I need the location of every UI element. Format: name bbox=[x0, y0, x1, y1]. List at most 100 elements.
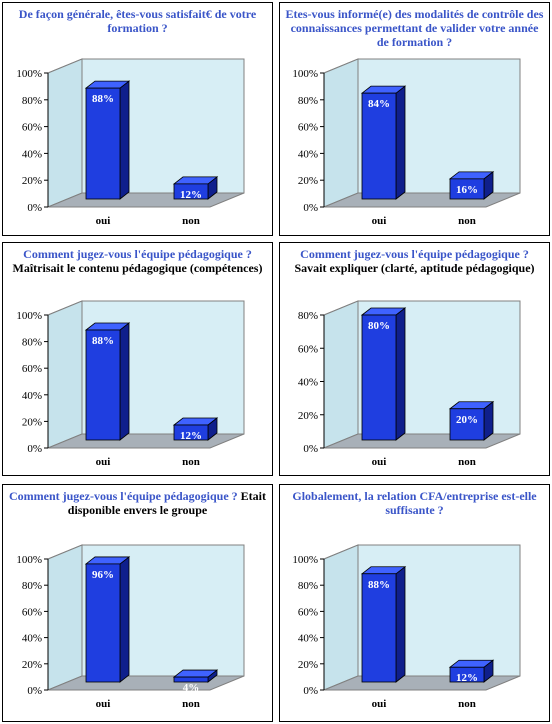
x-category-label: oui bbox=[96, 456, 111, 468]
bar-front bbox=[85, 87, 121, 200]
chart-floor bbox=[47, 675, 245, 691]
y-tick-label: 0% bbox=[303, 685, 318, 697]
bar-front bbox=[173, 183, 209, 200]
y-tick-label: 80% bbox=[22, 95, 42, 107]
chart-subtitle: Maîtrisait le contenu pédagogique (compé… bbox=[12, 261, 263, 275]
bar-chart: 0% 20% 40% 60% 80% 100% 88% oui 12% non bbox=[292, 544, 521, 710]
bar-non: 12% bbox=[448, 659, 495, 684]
y-tick-label: 0% bbox=[303, 202, 318, 214]
bar-non: 12% bbox=[172, 417, 219, 442]
y-tick-label: 0% bbox=[27, 443, 42, 455]
bar-oui: 84% bbox=[360, 85, 407, 200]
side-wall bbox=[47, 300, 83, 449]
y-tick-label: 100% bbox=[16, 554, 42, 566]
bar-non: 16% bbox=[448, 171, 495, 200]
y-tick-label: 20% bbox=[298, 410, 318, 422]
side-wall bbox=[323, 544, 359, 691]
chart-panel: Comment jugez-vous l'équipe pédagogique … bbox=[2, 242, 273, 476]
bar-chart: 0% 20% 40% 60% 80% 100% 84% oui 16% non bbox=[292, 58, 521, 227]
bar-value-label: 4% bbox=[183, 682, 200, 694]
bar-value-label: 88% bbox=[92, 93, 114, 105]
bar-non: 12% bbox=[172, 176, 219, 201]
y-tick-label: 20% bbox=[22, 659, 42, 671]
bar-value-label: 12% bbox=[456, 672, 478, 684]
bar-front bbox=[449, 666, 485, 683]
y-tick-label: 40% bbox=[22, 633, 42, 645]
bar-side bbox=[119, 556, 130, 683]
chart-subtitle: Savait expliquer (clarté, aptitude pédag… bbox=[294, 261, 535, 275]
chart-floor bbox=[47, 192, 245, 208]
bar-non: 4% bbox=[172, 669, 219, 694]
y-tick-label: 40% bbox=[22, 148, 42, 160]
x-category-label: non bbox=[458, 456, 476, 468]
bar-value-label: 12% bbox=[180, 430, 202, 442]
y-tick-label: 40% bbox=[298, 148, 318, 160]
bar-chart: 0% 20% 40% 60% 80% 80% oui 20% non bbox=[298, 300, 521, 468]
bar-front bbox=[173, 676, 209, 683]
bar-oui: 88% bbox=[84, 80, 131, 200]
y-tick-label: 60% bbox=[22, 122, 42, 134]
bar-front bbox=[85, 329, 121, 441]
bar-oui: 88% bbox=[360, 565, 407, 683]
chart-panel: De façon générale, êtes-vous satisfait€ … bbox=[2, 2, 273, 236]
y-tick-label: 20% bbox=[298, 175, 318, 187]
bar-value-label: 16% bbox=[456, 184, 478, 196]
bar-side bbox=[395, 565, 406, 683]
y-tick-label: 60% bbox=[298, 122, 318, 134]
chart-title: Etes-vous informé(e) des modalités de co… bbox=[284, 7, 545, 49]
chart-title: Comment jugez-vous l'équipe pédagogique … bbox=[7, 247, 268, 275]
chart-floor bbox=[323, 192, 521, 208]
x-category-label: oui bbox=[372, 456, 387, 468]
bar-chart: 0% 20% 40% 60% 80% 100% 88% oui 12% non bbox=[16, 58, 245, 227]
bar-front bbox=[85, 563, 121, 683]
chart-question: Comment jugez-vous l'équipe pédagogique … bbox=[8, 489, 238, 503]
bar-value-label: 12% bbox=[180, 189, 202, 201]
x-category-label: oui bbox=[96, 215, 111, 227]
x-category-label: non bbox=[182, 215, 200, 227]
bar-chart: 0% 20% 40% 60% 80% 100% 88% oui 12% non bbox=[16, 300, 245, 468]
chart-title: De façon générale, êtes-vous satisfait€ … bbox=[7, 7, 268, 35]
side-wall bbox=[47, 58, 83, 208]
bar-side bbox=[395, 85, 406, 200]
y-tick-label: 20% bbox=[22, 175, 42, 187]
y-tick-label: 60% bbox=[298, 606, 318, 618]
chart-panel: Comment jugez-vous l'équipe pédagogique … bbox=[279, 242, 550, 476]
y-tick-label: 40% bbox=[298, 377, 318, 389]
side-wall bbox=[323, 58, 359, 208]
chart-question: Comment jugez-vous l'équipe pédagogique … bbox=[300, 247, 529, 261]
y-tick-label: 80% bbox=[298, 580, 318, 592]
bar-value-label: 88% bbox=[368, 579, 390, 591]
chart-panel: Etes-vous informé(e) des modalités de co… bbox=[279, 2, 550, 236]
bar-front bbox=[449, 408, 485, 441]
bar-non: 20% bbox=[448, 400, 495, 441]
x-category-label: non bbox=[458, 698, 476, 710]
y-tick-label: 0% bbox=[27, 202, 42, 214]
chart-question: Comment jugez-vous l'équipe pédagogique … bbox=[23, 247, 252, 261]
y-tick-label: 60% bbox=[22, 606, 42, 618]
chart-question: De façon générale, êtes-vous satisfait€ … bbox=[18, 7, 257, 35]
x-category-label: non bbox=[458, 215, 476, 227]
bar-value-label: 88% bbox=[92, 335, 114, 347]
x-category-label: non bbox=[182, 698, 200, 710]
y-tick-label: 60% bbox=[22, 363, 42, 375]
chart-panel: Globalement, la relation CFA/entreprise … bbox=[279, 484, 550, 722]
y-tick-label: 80% bbox=[298, 310, 318, 322]
chart-floor bbox=[47, 433, 245, 449]
y-tick-label: 100% bbox=[292, 68, 318, 80]
side-wall bbox=[47, 544, 83, 691]
y-tick-label: 40% bbox=[298, 633, 318, 645]
chart-title: Globalement, la relation CFA/entreprise … bbox=[284, 489, 545, 517]
chart-title: Comment jugez-vous l'équipe pédagogique … bbox=[7, 489, 268, 517]
bar-front bbox=[173, 424, 209, 441]
x-category-label: oui bbox=[372, 698, 387, 710]
bar-oui: 88% bbox=[84, 322, 131, 441]
bar-chart: 0% 20% 40% 60% 80% 100% 96% oui 4% non bbox=[16, 544, 245, 710]
chart-subtitle: Etait disponible envers le groupe bbox=[67, 489, 267, 517]
y-tick-label: 100% bbox=[292, 554, 318, 566]
x-category-label: oui bbox=[96, 698, 111, 710]
bar-front bbox=[361, 92, 397, 200]
bar-front bbox=[361, 314, 397, 441]
chart-floor bbox=[323, 433, 521, 449]
y-tick-label: 20% bbox=[22, 416, 42, 428]
chart-question: Etes-vous informé(e) des modalités de co… bbox=[285, 7, 544, 49]
